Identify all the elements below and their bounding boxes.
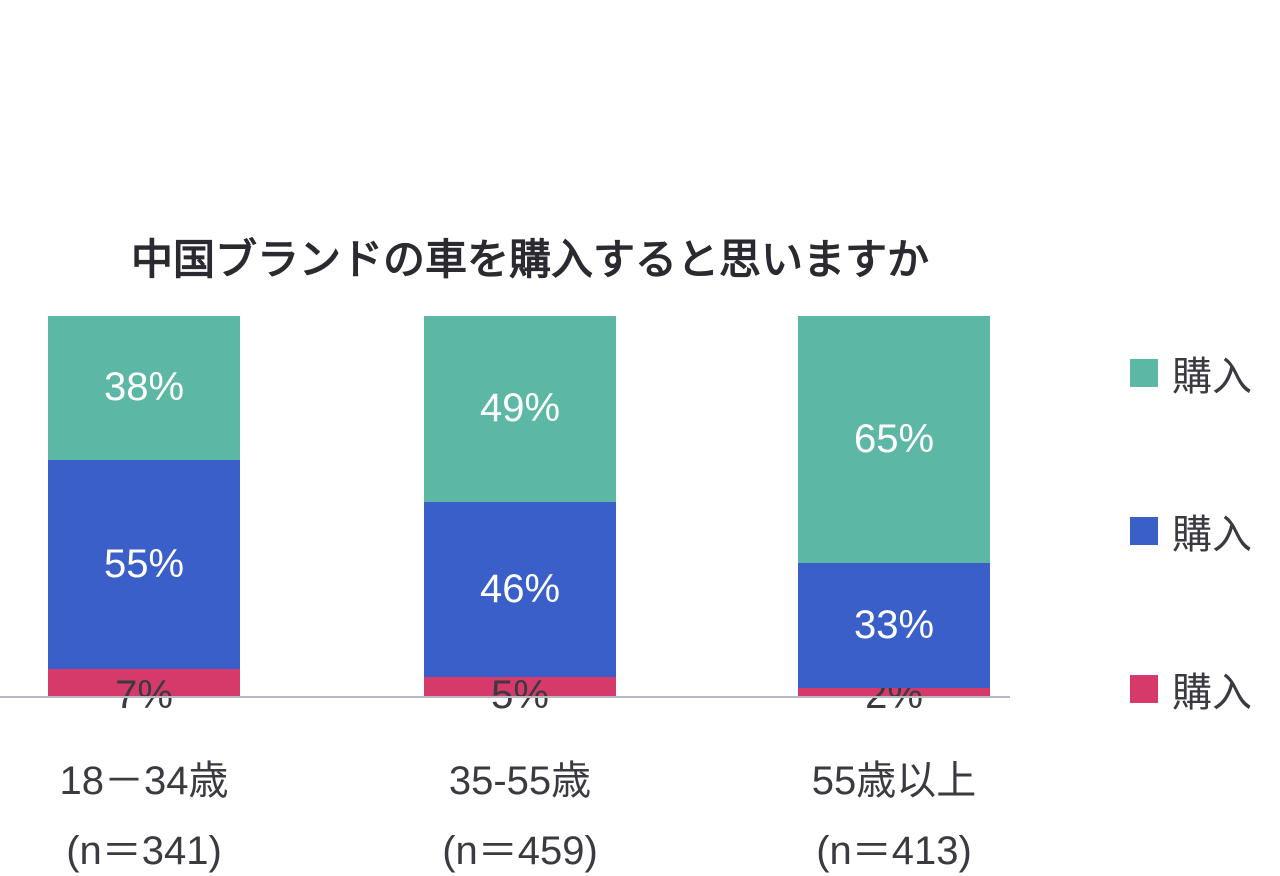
bar-value-label: 46% [424, 567, 616, 612]
bar-value-label: 65% [798, 417, 990, 462]
legend-swatch [1130, 359, 1158, 387]
legend-swatch [1130, 517, 1158, 545]
legend-item: 購入 [1130, 660, 1252, 718]
legend-label: 購入 [1172, 660, 1252, 718]
bar-value-label: 38% [48, 365, 240, 410]
category-sublabel: (n＝413) [734, 818, 1054, 876]
legend-label: 購入 [1172, 502, 1252, 560]
legend-item: 購入 [1130, 502, 1252, 560]
legend-item: 購入 [1130, 344, 1252, 402]
category-label: 55歳以上 [734, 748, 1054, 806]
x-axis-line [0, 696, 1010, 698]
category-sublabel: (n＝459) [360, 818, 680, 876]
bar-value-label: 33% [798, 603, 990, 648]
bar-group: 2%33%65% [798, 316, 990, 696]
bar-group: 5%46%49% [424, 316, 616, 696]
bar-value-label: 55% [48, 542, 240, 587]
category-label: 35-55歳 [360, 748, 680, 806]
legend-swatch [1130, 675, 1158, 703]
legend-label: 購入 [1172, 344, 1252, 402]
bar-value-label: 49% [424, 386, 616, 431]
legend: 購入購入購入 [1130, 344, 1252, 718]
chart-title: 中国ブランドの車を購入すると思いますか [0, 226, 1060, 287]
category-sublabel: (n＝341) [0, 818, 304, 876]
chart-area: 7%55%38%5%46%49%2%33%65% [48, 316, 990, 696]
category-label: 18－34歳 [0, 748, 304, 806]
bar-group: 7%55%38% [48, 316, 240, 696]
